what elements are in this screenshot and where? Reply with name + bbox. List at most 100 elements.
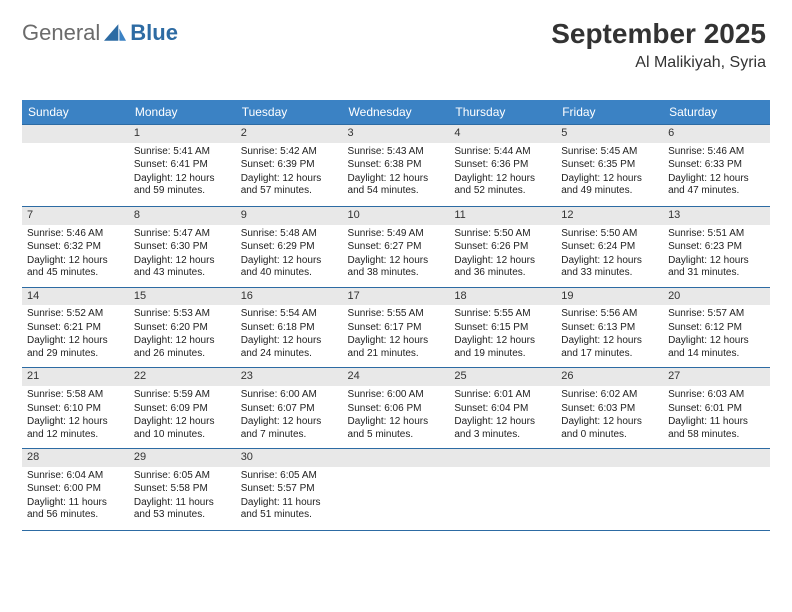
day-number: 29 bbox=[129, 449, 236, 467]
day-cell: 9Sunrise: 5:48 AMSunset: 6:29 PMDaylight… bbox=[236, 206, 343, 287]
sunset-line: Sunset: 6:21 PM bbox=[27, 322, 124, 335]
daylight-line: Daylight: 12 hours and 47 minutes. bbox=[668, 173, 765, 198]
daylight-line: Daylight: 12 hours and 17 minutes. bbox=[561, 335, 658, 360]
day-number: 28 bbox=[22, 449, 129, 467]
sunrise-line: Sunrise: 5:53 AM bbox=[134, 308, 231, 321]
day-number: 25 bbox=[449, 368, 556, 386]
sunset-line: Sunset: 6:04 PM bbox=[454, 403, 551, 416]
sunset-line: Sunset: 6:36 PM bbox=[454, 159, 551, 172]
day-number: 22 bbox=[129, 368, 236, 386]
day-number: 7 bbox=[22, 207, 129, 225]
sunset-line: Sunset: 6:30 PM bbox=[134, 241, 231, 254]
day-cell: 29Sunrise: 6:05 AMSunset: 5:58 PMDayligh… bbox=[129, 449, 236, 531]
sunset-line: Sunset: 6:41 PM bbox=[134, 159, 231, 172]
sunrise-line: Sunrise: 5:47 AM bbox=[134, 228, 231, 241]
day-number: 1 bbox=[129, 125, 236, 143]
sunset-line: Sunset: 6:06 PM bbox=[348, 403, 445, 416]
day-number bbox=[663, 449, 770, 467]
sunrise-line: Sunrise: 6:00 AM bbox=[348, 389, 445, 402]
sunrise-line: Sunrise: 5:45 AM bbox=[561, 146, 658, 159]
day-body: Sunrise: 5:55 AMSunset: 6:17 PMDaylight:… bbox=[343, 305, 450, 367]
day-number bbox=[343, 449, 450, 467]
day-cell: 17Sunrise: 5:55 AMSunset: 6:17 PMDayligh… bbox=[343, 287, 450, 368]
title-block: September 2025 Al Malikiyah, Syria bbox=[551, 18, 766, 72]
day-body: Sunrise: 5:48 AMSunset: 6:29 PMDaylight:… bbox=[236, 225, 343, 287]
daylight-line: Daylight: 12 hours and 7 minutes. bbox=[241, 416, 338, 441]
day-body: Sunrise: 5:53 AMSunset: 6:20 PMDaylight:… bbox=[129, 305, 236, 367]
sunset-line: Sunset: 6:35 PM bbox=[561, 159, 658, 172]
sunrise-line: Sunrise: 6:05 AM bbox=[241, 470, 338, 483]
day-number: 2 bbox=[236, 125, 343, 143]
day-number: 4 bbox=[449, 125, 556, 143]
day-cell: 26Sunrise: 6:02 AMSunset: 6:03 PMDayligh… bbox=[556, 368, 663, 449]
day-number: 27 bbox=[663, 368, 770, 386]
daylight-line: Daylight: 12 hours and 5 minutes. bbox=[348, 416, 445, 441]
day-cell: 28Sunrise: 6:04 AMSunset: 6:00 PMDayligh… bbox=[22, 449, 129, 531]
sunrise-line: Sunrise: 5:51 AM bbox=[668, 228, 765, 241]
logo-word-1: General bbox=[22, 20, 100, 46]
day-number: 13 bbox=[663, 207, 770, 225]
day-number: 20 bbox=[663, 288, 770, 306]
week-row: 1Sunrise: 5:41 AMSunset: 6:41 PMDaylight… bbox=[22, 125, 770, 207]
day-header: Monday bbox=[129, 100, 236, 125]
sunrise-line: Sunrise: 5:56 AM bbox=[561, 308, 658, 321]
sunrise-line: Sunrise: 5:57 AM bbox=[668, 308, 765, 321]
day-body: Sunrise: 5:43 AMSunset: 6:38 PMDaylight:… bbox=[343, 143, 450, 205]
sunrise-line: Sunrise: 6:03 AM bbox=[668, 389, 765, 402]
day-cell: 23Sunrise: 6:00 AMSunset: 6:07 PMDayligh… bbox=[236, 368, 343, 449]
sunrise-line: Sunrise: 5:54 AM bbox=[241, 308, 338, 321]
daylight-line: Daylight: 12 hours and 52 minutes. bbox=[454, 173, 551, 198]
day-body: Sunrise: 5:45 AMSunset: 6:35 PMDaylight:… bbox=[556, 143, 663, 205]
day-body: Sunrise: 5:57 AMSunset: 6:12 PMDaylight:… bbox=[663, 305, 770, 367]
sunrise-line: Sunrise: 5:46 AM bbox=[27, 228, 124, 241]
sunset-line: Sunset: 6:09 PM bbox=[134, 403, 231, 416]
calendar-head: SundayMondayTuesdayWednesdayThursdayFrid… bbox=[22, 100, 770, 125]
empty-cell bbox=[556, 449, 663, 531]
day-body: Sunrise: 5:42 AMSunset: 6:39 PMDaylight:… bbox=[236, 143, 343, 205]
day-number: 19 bbox=[556, 288, 663, 306]
day-header: Sunday bbox=[22, 100, 129, 125]
sunset-line: Sunset: 6:03 PM bbox=[561, 403, 658, 416]
sunset-line: Sunset: 6:07 PM bbox=[241, 403, 338, 416]
daylight-line: Daylight: 11 hours and 58 minutes. bbox=[668, 416, 765, 441]
daylight-line: Daylight: 12 hours and 43 minutes. bbox=[134, 255, 231, 280]
sunrise-line: Sunrise: 6:04 AM bbox=[27, 470, 124, 483]
day-body: Sunrise: 6:05 AMSunset: 5:57 PMDaylight:… bbox=[236, 467, 343, 529]
day-cell: 2Sunrise: 5:42 AMSunset: 6:39 PMDaylight… bbox=[236, 125, 343, 207]
day-cell: 24 Sunrise: 6:00 AMSunset: 6:06 PMDayligh… bbox=[343, 368, 450, 449]
sunset-line: Sunset: 5:57 PM bbox=[241, 483, 338, 496]
daylight-line: Daylight: 12 hours and 14 minutes. bbox=[668, 335, 765, 360]
daylight-line: Daylight: 12 hours and 59 minutes. bbox=[134, 173, 231, 198]
sunrise-line: Sunrise: 5:55 AM bbox=[348, 308, 445, 321]
day-body: Sunrise: 5:41 AMSunset: 6:41 PMDaylight:… bbox=[129, 143, 236, 205]
day-cell: 19Sunrise: 5:56 AMSunset: 6:13 PMDayligh… bbox=[556, 287, 663, 368]
day-body: Sunrise: 5:51 AMSunset: 6:23 PMDaylight:… bbox=[663, 225, 770, 287]
daylight-line: Daylight: 12 hours and 19 minutes. bbox=[454, 335, 551, 360]
sunset-line: Sunset: 6:01 PM bbox=[668, 403, 765, 416]
day-body: Sunrise: 5:50 AMSunset: 6:26 PMDaylight:… bbox=[449, 225, 556, 287]
day-body: Sunrise: 5:55 AMSunset: 6:15 PMDaylight:… bbox=[449, 305, 556, 367]
location: Al Malikiyah, Syria bbox=[551, 54, 766, 72]
sunset-line: Sunset: 6:10 PM bbox=[27, 403, 124, 416]
sunrise-line: Sunrise: 5:42 AM bbox=[241, 146, 338, 159]
day-body: Sunrise: 6:02 AMSunset: 6:03 PMDaylight:… bbox=[556, 386, 663, 448]
sunset-line: Sunset: 6:15 PM bbox=[454, 322, 551, 335]
day-body: Sunrise: 6:03 AMSunset: 6:01 PMDaylight:… bbox=[663, 386, 770, 448]
day-body bbox=[663, 467, 770, 530]
day-number: 8 bbox=[129, 207, 236, 225]
day-cell: 3Sunrise: 5:43 AMSunset: 6:38 PMDaylight… bbox=[343, 125, 450, 207]
sunset-line: Sunset: 6:27 PM bbox=[348, 241, 445, 254]
day-number: 16 bbox=[236, 288, 343, 306]
day-cell: 13Sunrise: 5:51 AMSunset: 6:23 PMDayligh… bbox=[663, 206, 770, 287]
daylight-line: Daylight: 11 hours and 51 minutes. bbox=[241, 497, 338, 522]
logo-word-2: Blue bbox=[130, 20, 178, 46]
day-body: Sunrise: 5:56 AMSunset: 6:13 PMDaylight:… bbox=[556, 305, 663, 367]
daylight-line: Daylight: 12 hours and 36 minutes. bbox=[454, 255, 551, 280]
daylight-line: Daylight: 12 hours and 31 minutes. bbox=[668, 255, 765, 280]
day-number: 24 bbox=[343, 368, 450, 386]
sunrise-line: Sunrise: 5:50 AM bbox=[561, 228, 658, 241]
day-number: 10 bbox=[343, 207, 450, 225]
day-body: Sunrise: 5:58 AMSunset: 6:10 PMDaylight:… bbox=[22, 386, 129, 448]
sunrise-line: Sunrise: 5:50 AM bbox=[454, 228, 551, 241]
day-number: 26 bbox=[556, 368, 663, 386]
